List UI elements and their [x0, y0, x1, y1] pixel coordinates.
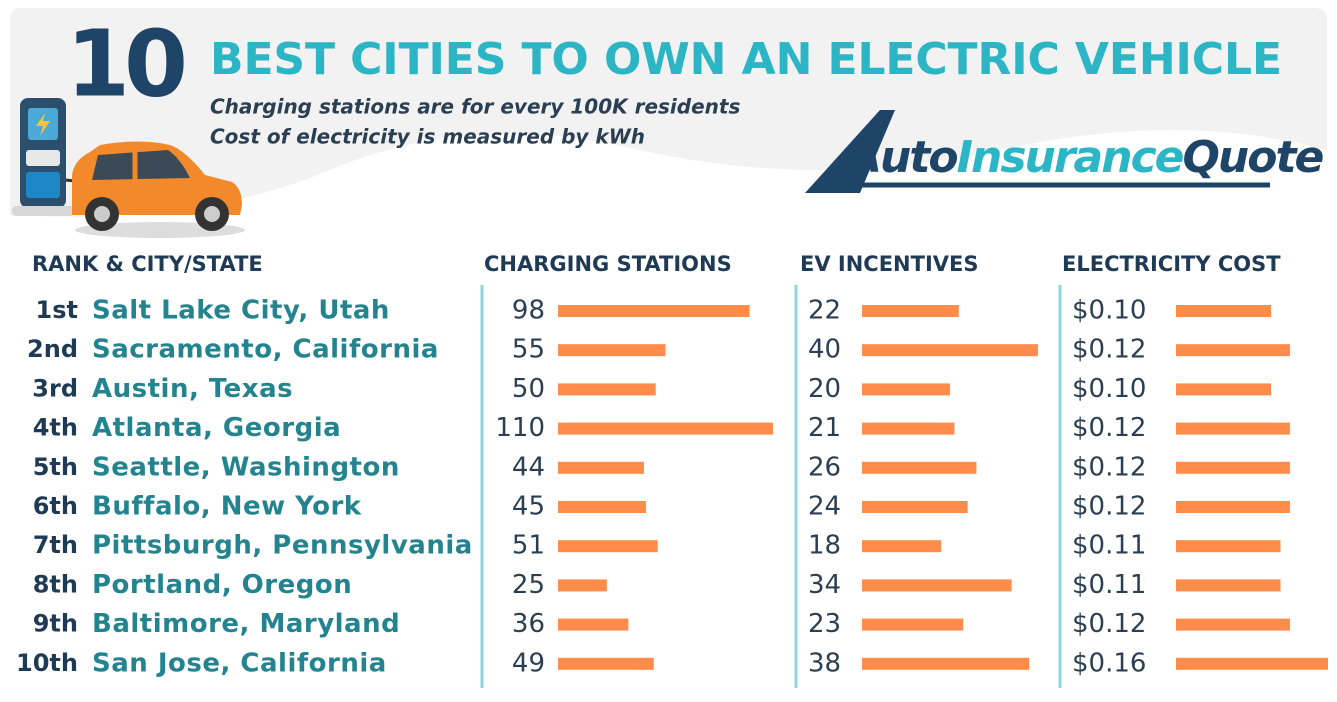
value-label: 25: [512, 570, 545, 600]
bar: [1176, 657, 1328, 670]
bar: [558, 305, 750, 317]
bar: [862, 501, 968, 513]
bar: [558, 344, 666, 357]
bar: [558, 461, 644, 474]
bar: [558, 501, 646, 513]
value-label: 22: [808, 296, 841, 326]
rank: 8th: [33, 570, 78, 598]
city: Pittsburgh, Pennsylvania: [92, 531, 473, 561]
charger-icon: [12, 98, 82, 216]
value-label: $0.16: [1072, 648, 1146, 678]
bar: [558, 579, 607, 592]
value-label: 98: [512, 296, 545, 326]
value-label: $0.11: [1072, 531, 1146, 561]
value-label: 26: [808, 452, 841, 482]
value-label: 50: [512, 374, 545, 404]
value-label: 18: [808, 531, 841, 561]
value-label: 110: [495, 413, 545, 443]
value-label: $0.12: [1072, 413, 1146, 443]
value-label: $0.11: [1072, 570, 1146, 600]
bar: [1176, 618, 1290, 631]
value-label: 51: [512, 531, 545, 561]
value-label: 44: [512, 452, 545, 482]
bar: [1176, 422, 1290, 435]
value-label: 23: [808, 609, 841, 639]
bar: [862, 422, 955, 435]
bar: [1176, 383, 1271, 396]
rank: 7th: [33, 531, 78, 559]
header-number: 10: [66, 10, 184, 117]
bar: [1176, 540, 1281, 553]
city: Sacramento, California: [92, 335, 439, 365]
bar: [1176, 344, 1290, 357]
city: Buffalo, New York: [92, 492, 362, 522]
header-background: [10, 8, 1327, 217]
column-header: CHARGING STATIONS: [484, 252, 732, 276]
logo-part: Quote: [1183, 132, 1324, 183]
city: Seattle, Washington: [92, 452, 400, 482]
car-icon: [72, 141, 245, 238]
logo-part: Insurance: [957, 132, 1184, 183]
logo-part: Auto: [845, 132, 957, 183]
bar: [862, 657, 1030, 670]
rank: 9th: [33, 610, 78, 638]
value-label: 21: [808, 413, 841, 443]
city: Salt Lake City, Utah: [92, 296, 390, 326]
bar: [1176, 579, 1281, 592]
logo-mark: [805, 110, 895, 193]
rank: 3rd: [32, 374, 78, 402]
city: Atlanta, Georgia: [92, 413, 341, 443]
bar: [558, 657, 654, 670]
value-label: 38: [808, 648, 841, 678]
bar: [558, 618, 629, 631]
bar: [558, 540, 658, 553]
bar: [558, 422, 773, 435]
rank: 10th: [16, 649, 78, 677]
subtitle: Cost of electricity is measured by kWh: [210, 125, 645, 149]
title: BEST CITIES TO OWN AN ELECTRIC VEHICLE: [210, 34, 1282, 85]
value-label: $0.10: [1072, 374, 1146, 404]
city: Portland, Oregon: [92, 570, 352, 600]
bar: [862, 383, 950, 396]
rank: 4th: [33, 414, 78, 442]
subtitle: Charging stations are for every 100K res…: [210, 95, 740, 119]
bar: [862, 540, 942, 553]
bar: [862, 344, 1038, 357]
column-header: RANK & CITY/STATE: [32, 252, 263, 276]
bar: [1176, 305, 1271, 317]
bar: [1176, 461, 1290, 474]
column-header: EV INCENTIVES: [800, 252, 979, 276]
bar: [862, 579, 1012, 592]
value-label: 34: [808, 570, 841, 600]
bar: [558, 383, 656, 396]
column-header: ELECTRICITY COST: [1062, 252, 1281, 276]
rank: 6th: [33, 492, 78, 520]
city: Austin, Texas: [92, 374, 293, 404]
bar: [1176, 501, 1290, 513]
rank: 2nd: [27, 335, 78, 363]
value-label: 20: [808, 374, 841, 404]
value-label: $0.12: [1072, 492, 1146, 522]
city: San Jose, California: [92, 648, 387, 678]
logo: AutoInsuranceQuote: [845, 132, 1323, 183]
bar: [862, 461, 977, 474]
value-label: $0.10: [1072, 296, 1146, 326]
value-label: $0.12: [1072, 609, 1146, 639]
value-label: 40: [808, 335, 841, 365]
rank: 1st: [36, 296, 78, 324]
bar: [862, 305, 959, 317]
rank: 5th: [33, 453, 78, 481]
value-label: 55: [512, 335, 545, 365]
value-label: 24: [808, 492, 841, 522]
value-label: 36: [512, 609, 545, 639]
value-label: $0.12: [1072, 335, 1146, 365]
city: Baltimore, Maryland: [92, 609, 400, 639]
value-label: $0.12: [1072, 452, 1146, 482]
bar: [862, 618, 964, 631]
value-label: 49: [512, 648, 545, 678]
value-label: 45: [512, 492, 545, 522]
